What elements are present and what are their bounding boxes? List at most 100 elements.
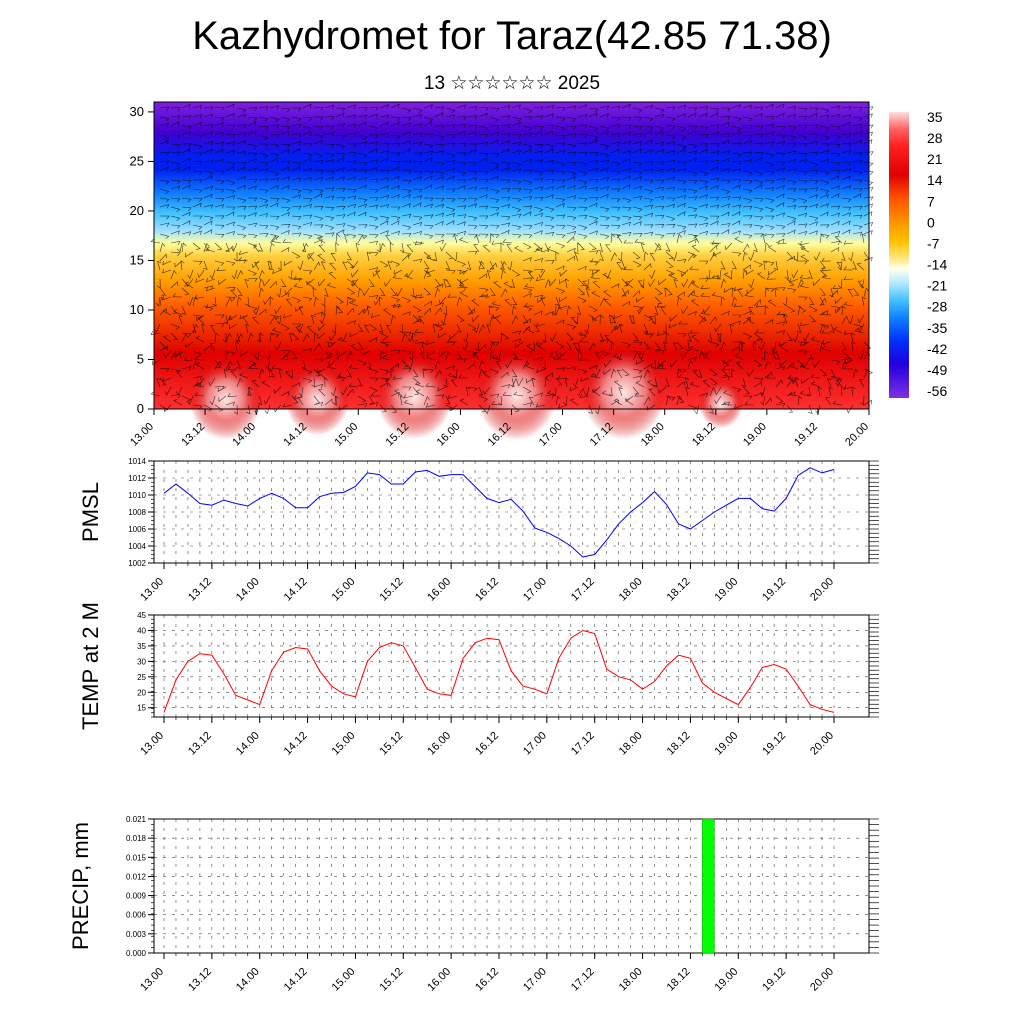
temp-series-line [163, 629, 835, 713]
precip-x-tick-label: 15.00 [330, 966, 358, 994]
warm-blob-5 [698, 379, 743, 429]
colorbar-label: -49 [927, 362, 947, 378]
pmsl-series-line [163, 467, 835, 558]
colorbar-label: -28 [927, 299, 947, 315]
pmsl-x-tick-label: 20.00 [808, 576, 836, 604]
pmsl-frame [153, 460, 870, 564]
temp-2m-y-tick-label: 45 [137, 611, 146, 620]
colorbar [889, 112, 909, 398]
colorbar-label: -35 [927, 320, 947, 336]
precip-y-tick-label: 0.015 [126, 853, 147, 862]
pmsl-x-tick-label: 14.00 [234, 576, 262, 604]
warm-blob-2 [376, 355, 453, 439]
pmsl-y-tick-label: 1002 [128, 559, 146, 568]
pmsl-y-tick-label: 1012 [128, 474, 146, 483]
heatmap-y-tick-label: 0 [137, 401, 144, 416]
precip-x-tick-label: 20.00 [808, 966, 836, 994]
warm-blob-0 [189, 360, 262, 440]
precip-frame [153, 818, 870, 954]
precip-x-tick-label: 17.12 [569, 966, 597, 994]
precip-x-tick-label: 16.12 [473, 966, 501, 994]
temp-2m-y-tick-label: 20 [137, 688, 146, 697]
precip-x-tick-label: 16.00 [425, 966, 453, 994]
colorbar-label: 21 [927, 151, 943, 167]
colorbar-label: -56 [927, 383, 947, 399]
pmsl-grid [154, 460, 869, 564]
warm-blob-3 [476, 352, 557, 441]
pmsl-x-tick-label: 17.00 [521, 576, 549, 604]
temp-2m-x-tick-label: 13.00 [138, 730, 166, 758]
pmsl-x-tick-label: 16.12 [473, 576, 501, 604]
colorbar-label: 14 [927, 172, 943, 188]
pmsl-x-tick-label: 15.00 [330, 576, 358, 604]
temp-2m-x-tick-label: 14.00 [234, 730, 262, 758]
pmsl-x-tick-label: 18.00 [617, 576, 645, 604]
temp-2m-grid [154, 614, 869, 717]
page-subtitle: 13 ☆☆☆☆☆☆ 2025 [423, 73, 601, 94]
heatmap-y-tick-label: 5 [137, 351, 144, 366]
temp-2m-ylabel: TEMP at 2 M [78, 602, 103, 730]
precip-x-tick-label: 19.00 [712, 966, 740, 994]
heatmap-y-tick-label: 10 [130, 302, 144, 317]
pmsl-y-tick-label: 1010 [128, 491, 146, 500]
pmsl-x-tick-label: 16.00 [425, 576, 453, 604]
temp-2m-x-tick-label: 14.12 [282, 730, 310, 758]
temp-2m-x-tick-label: 20.00 [808, 730, 836, 758]
precip-y-tick-label: 0.006 [126, 911, 147, 920]
precip-bar [702, 818, 715, 954]
precip-y-tick-label: 0.012 [126, 872, 147, 881]
precip-x-tick-label: 13.12 [186, 966, 214, 994]
heatmap-x-tick-label: 19.12 [792, 421, 820, 449]
heatmap-x-tick-label: 13.00 [128, 421, 156, 449]
wind-barbs [150, 103, 874, 415]
temp-2m-y-tick-label: 35 [137, 642, 146, 651]
pmsl-x-tick-label: 19.12 [760, 576, 788, 604]
temp-2m-y-tick-label: 15 [137, 704, 146, 713]
precip-x-tick-label: 19.12 [760, 966, 788, 994]
pmsl-y-tick-label: 1014 [128, 457, 146, 466]
heatmap-x-tick-label: 20.00 [843, 421, 871, 449]
pmsl-x-tick-label: 19.00 [712, 576, 740, 604]
pmsl-x-tick-label: 15.12 [377, 576, 405, 604]
precip-x-tick-label: 14.00 [234, 966, 262, 994]
precip-x-tick-label: 13.00 [138, 966, 166, 994]
warm-blob-4 [581, 346, 666, 440]
temp-2m-y-tick-label: 30 [137, 657, 146, 666]
precip-y-tick-label: 0.021 [126, 815, 147, 824]
heatmap-x-tick-label: 19.00 [741, 421, 769, 449]
pmsl-x-tick-label: 14.12 [282, 576, 310, 604]
colorbar-label: 7 [927, 193, 935, 209]
temp-2m-x-tick-label: 13.12 [186, 730, 214, 758]
precip-y-tick-label: 0.003 [126, 930, 147, 939]
pmsl-y-tick-label: 1004 [128, 542, 146, 551]
pmsl-y-tick-label: 1008 [128, 508, 146, 517]
temp-2m-x-tick-label: 17.00 [521, 730, 549, 758]
pmsl-ylabel: PMSL [78, 482, 103, 542]
colorbar-label: 0 [927, 214, 935, 230]
heatmap-y-tick-label: 15 [130, 252, 144, 267]
temp-2m-x-tick-label: 15.00 [330, 730, 358, 758]
temp-2m-x-tick-label: 18.12 [665, 730, 693, 758]
heatmap-y-tick-label: 30 [130, 104, 144, 119]
precip-y-tick-label: 0.000 [126, 949, 147, 958]
pmsl-x-tick-label: 18.12 [665, 576, 693, 604]
temp-2m-x-tick-label: 17.12 [569, 730, 597, 758]
temp-2m-x-tick-label: 16.00 [425, 730, 453, 758]
page-title: Kazhydromet for Taraz(42.85 71.38) [192, 14, 832, 58]
colorbar-label: 28 [927, 130, 943, 146]
colorbar-label: -14 [927, 257, 947, 273]
heatmap-y-tick-label: 20 [130, 203, 144, 218]
temp-2m-x-tick-label: 15.12 [377, 730, 405, 758]
colorbar-label: -42 [927, 341, 947, 357]
temp-2m-y-tick-label: 40 [137, 626, 146, 635]
precip-y-tick-label: 0.018 [126, 834, 147, 843]
pmsl-x-tick-label: 13.12 [186, 576, 214, 604]
pmsl-x-tick-label: 13.00 [138, 576, 166, 604]
temp-2m-x-tick-label: 18.00 [617, 730, 645, 758]
temp-2m-x-tick-label: 19.00 [712, 730, 740, 758]
precip-x-tick-label: 14.12 [282, 966, 310, 994]
precip-x-tick-label: 15.12 [377, 966, 405, 994]
precip-x-tick-label: 18.00 [617, 966, 645, 994]
temp-2m-frame [153, 614, 870, 718]
